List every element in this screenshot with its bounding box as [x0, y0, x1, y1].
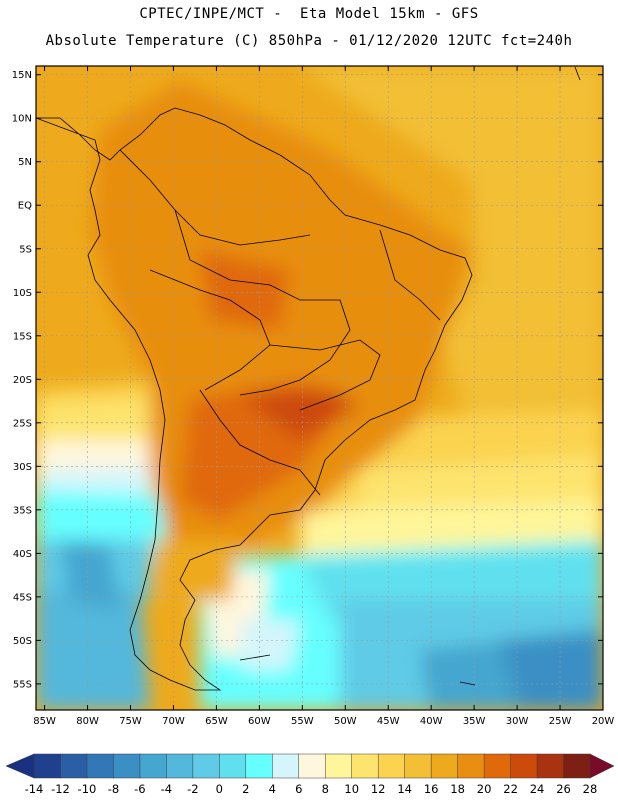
colorbar-label: 0 — [216, 782, 223, 796]
lat-label: 35S — [13, 505, 32, 516]
colorbar-swatch — [166, 753, 194, 779]
colorbar-swatch — [483, 753, 512, 779]
colorbar-swatch — [245, 753, 273, 779]
lat-label: 5N — [18, 157, 32, 168]
lon-label: 50W — [334, 716, 357, 727]
colorbar-swatch — [298, 753, 326, 779]
colorbar-label: 26 — [556, 782, 571, 796]
lon-label: 80W — [76, 716, 99, 727]
colorbar-label: -4 — [161, 782, 172, 796]
colorbar-swatch — [377, 753, 406, 779]
colorbar-swatch — [404, 753, 432, 779]
colorbar-swatch — [351, 753, 379, 779]
colorbar-swatch — [219, 753, 247, 779]
lat-label: 50S — [13, 636, 32, 647]
colorbar-label: -14 — [25, 782, 44, 796]
colorbar-swatch — [510, 753, 538, 779]
colorbar-label: 16 — [424, 782, 439, 796]
colorbar-label: 18 — [450, 782, 465, 796]
lon-label: 35W — [463, 716, 486, 727]
lat-label: 55S — [13, 679, 32, 690]
colorbar-label: -8 — [108, 782, 119, 796]
lat-label: EQ — [18, 201, 32, 212]
colorbar-label: 4 — [269, 782, 276, 796]
colorbar-swatch — [139, 753, 167, 779]
lat-label: 5S — [19, 244, 32, 255]
colorbar-swatch — [272, 753, 300, 779]
colorbar-label: 24 — [530, 782, 545, 796]
colorbar-label: 8 — [322, 782, 329, 796]
colorbar-label: 20 — [477, 782, 492, 796]
colorbar-swatch — [192, 753, 220, 779]
colorbar-label: -10 — [78, 782, 97, 796]
colorbar-swatch — [536, 753, 565, 779]
lat-label: 25S — [13, 418, 32, 429]
colorbar-swatch — [430, 753, 459, 779]
lat-label: 10S — [13, 288, 32, 299]
lon-label: 20W — [592, 716, 615, 727]
colorbar-label: 2 — [242, 782, 249, 796]
colorbar-label: 12 — [371, 782, 386, 796]
lat-label: 10N — [12, 114, 32, 125]
colorbar-swatch — [86, 753, 114, 779]
temperature-field — [36, 66, 603, 710]
lat-label: 15N — [12, 70, 32, 81]
title-line-1: CPTEC/INPE/MCT - Eta Model 15km - GFS — [139, 6, 479, 22]
lon-label: 85W — [33, 716, 56, 727]
lat-label: 20S — [13, 375, 32, 386]
lon-label: 45W — [377, 716, 400, 727]
colorbar-label: 6 — [295, 782, 302, 796]
colorbar-label: -6 — [134, 782, 145, 796]
lon-label: 25W — [549, 716, 572, 727]
colorbar-over-arrow — [589, 753, 615, 779]
title-line-2: Absolute Temperature (C) 850hPa - 01/12/… — [45, 33, 573, 49]
colorbar-swatch — [324, 753, 353, 779]
coastlines-and-borders — [36, 66, 581, 691]
colorbar-swatch — [457, 753, 485, 779]
longitude-labels: 85W 80W 75W 70W 65W 60W 55W 50W 45W 40W 35W 30W 25W 2… — [33, 66, 614, 727]
lon-label: 70W — [162, 716, 185, 727]
colorbar-label: 14 — [397, 782, 412, 796]
colorbar-swatch — [113, 753, 141, 779]
lon-label: 55W — [291, 716, 314, 727]
grid-lines — [36, 66, 603, 710]
map-frame — [35, 65, 604, 711]
colorbar-label: 28 — [583, 782, 598, 796]
lon-label: 75W — [119, 716, 142, 727]
colorbar-swatch — [33, 753, 62, 779]
colorbar — [5, 753, 615, 779]
lat-label: 30S — [13, 462, 32, 473]
lon-label: 65W — [205, 716, 228, 727]
lon-label: 60W — [248, 716, 271, 727]
colorbar-swatch — [563, 753, 591, 779]
colorbar-label: 10 — [344, 782, 359, 796]
colorbar-label: -12 — [51, 782, 70, 796]
colorbar-label: -2 — [187, 782, 198, 796]
lon-label: 30W — [506, 716, 529, 727]
colorbar-swatch — [60, 753, 88, 779]
lat-label: 15S — [13, 331, 32, 342]
lon-label: 40W — [420, 716, 443, 727]
colorbar-labels: -14 -12 -10 -8 -6 -4 -2 0 2 4 6 8 10 12 14 16 18 20 22 24 26… — [25, 782, 598, 796]
lat-label: 45S — [13, 592, 32, 603]
colorbar-label: 22 — [503, 782, 518, 796]
lat-label: 40S — [13, 549, 32, 560]
colorbar-under-arrow — [5, 753, 35, 779]
latitude-labels: 15N 10N 5N EQ 5S 10S 15S 20S 25S 30S 35S 40S 45S 50S 5… — [12, 70, 603, 690]
